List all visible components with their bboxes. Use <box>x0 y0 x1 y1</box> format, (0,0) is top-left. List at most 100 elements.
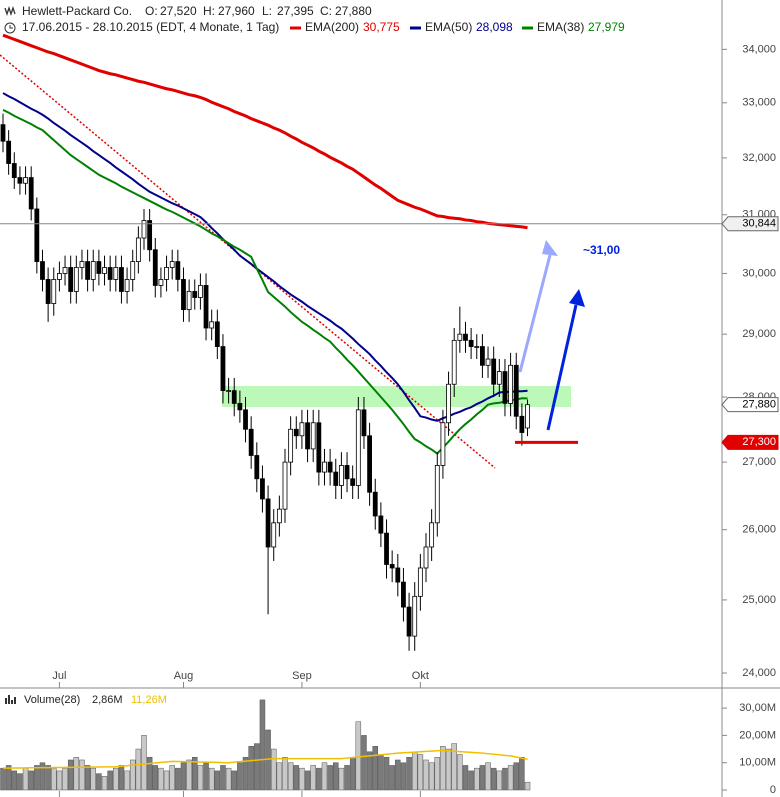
volume-bar <box>158 767 164 791</box>
x-tick-label: Aug <box>174 670 194 682</box>
logo-icon <box>4 5 16 17</box>
candle-body <box>158 279 164 286</box>
candle-body <box>135 237 141 262</box>
header: Hewlett-Packard Co. 17.06.2015 - 28.10.2… <box>4 4 279 34</box>
volume-bar <box>366 751 373 791</box>
volume-bar <box>45 765 51 791</box>
candle-body <box>141 220 147 239</box>
price-box <box>721 397 779 413</box>
candle-body <box>96 261 102 274</box>
volume-bar <box>490 767 497 791</box>
candle-body <box>412 595 418 637</box>
volume-bar <box>423 759 429 791</box>
volume-bar <box>180 762 187 791</box>
candle-body <box>338 465 344 486</box>
volume-bar <box>507 765 514 791</box>
y-tick-label: 32,000 <box>742 152 776 164</box>
ohlc-value: 27,960 <box>218 4 255 18</box>
price-box <box>721 434 779 450</box>
volume-bar <box>524 781 531 791</box>
volume-bar <box>451 743 457 791</box>
volume-bar <box>96 773 102 791</box>
volume-bar <box>51 767 57 791</box>
volume-bar <box>462 765 469 791</box>
volume-bar <box>113 767 119 791</box>
line <box>2 92 528 422</box>
ohlc-key: O: <box>145 4 158 18</box>
candle-body <box>468 339 474 347</box>
candle-body <box>378 515 384 534</box>
volume-bar <box>327 765 333 791</box>
volume-bar <box>254 743 260 791</box>
candle-body <box>350 478 356 486</box>
volume-bar <box>479 765 486 791</box>
volume-bar <box>90 767 96 791</box>
volume-bar <box>67 759 74 791</box>
legend-label: EMA(200) <box>305 20 359 34</box>
y-tick-label: 30,000 <box>742 267 776 279</box>
volume-bar <box>417 754 424 791</box>
candle-body <box>181 279 186 311</box>
volume-bar <box>338 767 345 791</box>
volume-icon <box>5 695 16 704</box>
legend-value: 27,979 <box>588 20 625 34</box>
ohlc-key: H: <box>203 4 215 18</box>
volume-bar <box>361 735 367 791</box>
volume-bar <box>56 770 63 791</box>
candle-body <box>248 428 254 456</box>
candle-body <box>305 422 310 450</box>
candle-body <box>124 279 130 292</box>
candle-body <box>130 261 136 280</box>
candle-body <box>197 285 203 298</box>
candle-body <box>525 404 530 429</box>
volume-bar <box>11 770 18 791</box>
candle-body <box>417 567 423 597</box>
candle-body <box>79 261 85 268</box>
candle-body <box>299 422 305 437</box>
volume-bar <box>383 756 390 791</box>
candle-body <box>164 267 169 280</box>
volume-bar <box>79 759 85 791</box>
candle-body <box>372 491 378 517</box>
candle-body <box>209 321 215 329</box>
candle-body <box>423 546 429 569</box>
volume-bar <box>496 770 503 791</box>
candle-body <box>102 267 107 274</box>
candle-body <box>429 522 435 548</box>
candle-body <box>367 435 373 493</box>
candle-body <box>214 321 220 347</box>
candle-body <box>17 177 23 184</box>
candle-body <box>231 390 237 404</box>
y2-tick-label: 20,00M <box>739 729 776 741</box>
volume-bar <box>169 765 175 791</box>
volume-last: 2,86M <box>92 694 123 706</box>
volume-bar <box>175 767 181 791</box>
candle-body <box>440 422 446 466</box>
candle-body <box>463 333 468 341</box>
y-tick-label: 33,000 <box>742 97 776 109</box>
arrow-light-head <box>542 240 558 256</box>
volume-bar <box>502 767 508 791</box>
candle-body <box>45 279 51 304</box>
y-tick-label: 34,000 <box>742 43 776 55</box>
y-tick-label: 25,000 <box>742 594 776 606</box>
volume-bar <box>513 762 519 791</box>
ohlc-value: 27,395 <box>277 4 314 18</box>
volume-bar <box>129 759 136 791</box>
y2-tick-label: 10,00M <box>739 757 776 769</box>
volume-bar <box>349 756 356 791</box>
candle-body <box>186 291 192 311</box>
candle-body <box>169 261 175 268</box>
candle-body <box>451 339 457 385</box>
volume-bar <box>344 765 350 791</box>
volume-bar <box>276 762 283 791</box>
volume-bar <box>34 765 40 791</box>
candle-body <box>6 140 12 164</box>
volume-bar <box>282 756 288 791</box>
volume-bar <box>220 765 226 791</box>
volume-bar <box>84 765 91 791</box>
volume-bar <box>242 756 249 791</box>
volume-title: Volume(28) <box>24 694 80 706</box>
candle-body <box>384 532 389 565</box>
